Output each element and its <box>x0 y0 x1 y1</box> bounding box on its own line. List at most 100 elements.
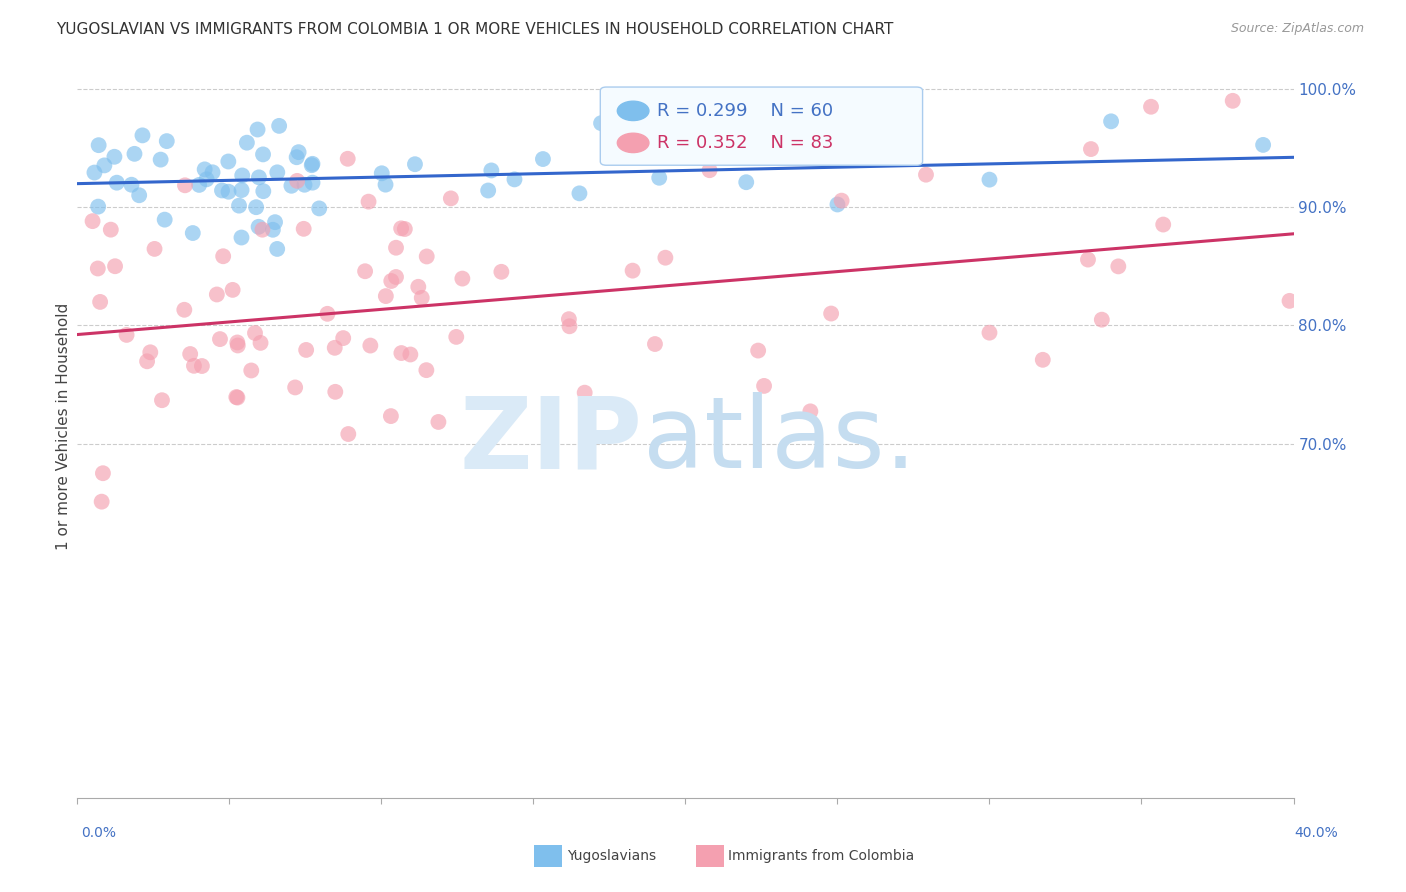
Point <box>285 150 308 164</box>
Point <box>294 178 316 192</box>
Point <box>131 128 153 143</box>
Point <box>173 302 195 317</box>
Point <box>357 194 380 209</box>
Point <box>654 251 676 265</box>
Point <box>308 202 330 216</box>
Point <box>332 331 354 345</box>
Text: Source: ZipAtlas.com: Source: ZipAtlas.com <box>1230 22 1364 36</box>
Y-axis label: 1 or more Vehicles in Household: 1 or more Vehicles in Household <box>56 302 70 549</box>
Point <box>243 326 266 340</box>
Point <box>295 343 318 357</box>
Point <box>323 341 346 355</box>
Point <box>87 138 110 153</box>
Point <box>1080 142 1102 156</box>
Point <box>440 191 463 205</box>
Point <box>1251 137 1274 152</box>
Point <box>747 343 769 358</box>
Point <box>252 147 274 161</box>
Point <box>100 222 122 236</box>
Point <box>451 271 474 285</box>
Point <box>799 404 821 418</box>
Point <box>212 249 235 263</box>
Point <box>136 354 159 368</box>
Point <box>752 379 775 393</box>
Point <box>1032 352 1054 367</box>
Point <box>415 250 437 264</box>
Point <box>568 186 591 201</box>
Point <box>427 415 450 429</box>
Point <box>503 172 526 186</box>
Point <box>90 494 112 508</box>
Point <box>380 409 402 423</box>
Point <box>221 283 243 297</box>
Point <box>121 178 143 192</box>
Point <box>181 226 204 240</box>
Point <box>104 259 127 273</box>
Point <box>247 170 270 185</box>
Text: YUGOSLAVIAN VS IMMIGRANTS FROM COLOMBIA 1 OR MORE VEHICLES IN HOUSEHOLD CORRELAT: YUGOSLAVIAN VS IMMIGRANTS FROM COLOMBIA … <box>56 22 894 37</box>
Point <box>359 338 381 352</box>
Point <box>380 274 402 288</box>
Point <box>252 223 274 237</box>
Point <box>205 287 228 301</box>
Point <box>153 212 176 227</box>
Point <box>139 345 162 359</box>
Point <box>87 261 110 276</box>
Point <box>208 332 231 346</box>
Point <box>226 335 249 350</box>
Point <box>385 270 408 285</box>
Point <box>269 119 291 133</box>
Point <box>699 163 721 178</box>
Point <box>231 169 253 183</box>
Point <box>266 165 288 179</box>
Point <box>337 427 360 442</box>
Point <box>226 338 249 352</box>
Point <box>195 172 218 186</box>
Point <box>1222 94 1244 108</box>
Point <box>336 152 359 166</box>
Point <box>124 146 146 161</box>
Point <box>408 280 430 294</box>
Point <box>491 265 513 279</box>
Point <box>644 337 666 351</box>
Point <box>301 157 323 171</box>
Circle shape <box>617 101 650 120</box>
Point <box>252 184 274 198</box>
Point <box>150 393 173 408</box>
Point <box>399 347 422 361</box>
Point <box>115 327 138 342</box>
Point <box>83 165 105 179</box>
Point <box>93 158 115 172</box>
Point <box>285 174 308 188</box>
Point <box>389 221 412 235</box>
Point <box>394 222 416 236</box>
Point <box>831 194 853 208</box>
Point <box>1107 260 1129 274</box>
Point <box>411 291 433 305</box>
Point <box>217 154 239 169</box>
Point <box>183 359 205 373</box>
Point <box>477 184 499 198</box>
Point <box>89 294 111 309</box>
Point <box>284 380 307 394</box>
Point <box>91 467 114 481</box>
Point <box>156 134 179 148</box>
Point <box>87 200 110 214</box>
Point <box>245 200 267 214</box>
Point <box>979 326 1001 340</box>
Point <box>415 363 437 377</box>
Point <box>105 176 128 190</box>
Point <box>228 199 250 213</box>
Point <box>1140 100 1163 114</box>
Point <box>316 307 339 321</box>
Point <box>194 162 217 177</box>
Text: 0.0%: 0.0% <box>82 826 117 839</box>
Point <box>735 175 758 189</box>
Point <box>82 214 104 228</box>
Point <box>280 178 302 193</box>
Point <box>979 172 1001 186</box>
Point <box>246 122 269 136</box>
Text: Immigrants from Colombia: Immigrants from Colombia <box>728 849 914 863</box>
Point <box>558 319 581 334</box>
Point <box>446 330 468 344</box>
